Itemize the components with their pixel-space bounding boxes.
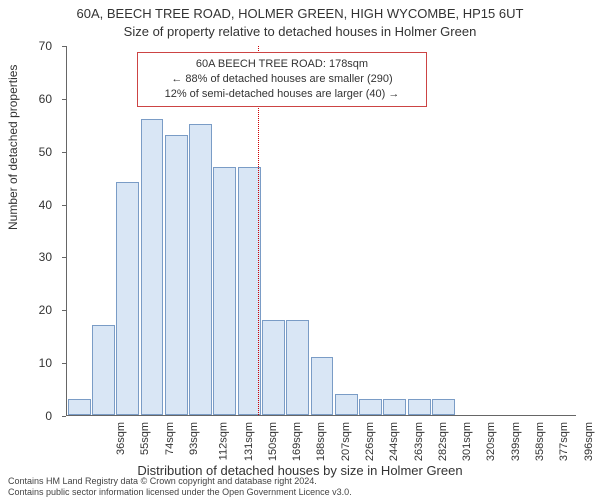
x-tick-label: 282sqm: [437, 422, 449, 461]
x-tick-label: 358sqm: [534, 422, 546, 461]
y-tick-label: 0: [0, 409, 60, 423]
histogram-bar: [92, 325, 115, 415]
annotation-line2: ← 88% of detached houses are smaller (29…: [146, 72, 418, 87]
histogram-bar: [141, 119, 164, 415]
y-tick-label: 40: [0, 198, 60, 212]
annotation-box: 60A BEECH TREE ROAD: 178sqm ← 88% of det…: [137, 52, 427, 107]
footer-attribution: Contains HM Land Registry data © Crown c…: [8, 476, 352, 498]
histogram-bar: [68, 399, 91, 415]
x-tick-label: 226sqm: [364, 422, 376, 461]
x-tick-label: 377sqm: [558, 422, 570, 461]
x-tick-label: 207sqm: [340, 422, 352, 461]
x-tick-label: 169sqm: [291, 422, 303, 461]
x-tick-label: 112sqm: [218, 422, 230, 460]
x-tick-label: 301sqm: [461, 422, 473, 461]
histogram-bar: [408, 399, 431, 415]
histogram-bar: [116, 182, 139, 415]
y-tick-label: 70: [0, 39, 60, 53]
x-tick-label: 36sqm: [115, 422, 127, 455]
x-tick-label: 339sqm: [510, 422, 522, 461]
x-tick-label: 55sqm: [139, 422, 151, 455]
histogram-bar: [359, 399, 382, 415]
histogram-bar: [262, 320, 285, 415]
histogram-bar: [383, 399, 406, 415]
x-tick-label: 263sqm: [413, 422, 425, 461]
x-tick-label: 244sqm: [388, 422, 400, 461]
x-tick-label: 320sqm: [486, 422, 498, 461]
x-tick-label: 93sqm: [188, 422, 200, 455]
histogram-bar: [286, 320, 309, 415]
histogram-bar: [189, 124, 212, 415]
chart-title-line1: 60A, BEECH TREE ROAD, HOLMER GREEN, HIGH…: [0, 6, 600, 21]
y-tick-mark: [62, 416, 66, 417]
x-tick-label: 396sqm: [583, 422, 595, 461]
histogram-bar: [165, 135, 188, 415]
chart-title-line2: Size of property relative to detached ho…: [0, 24, 600, 39]
y-tick-label: 20: [0, 303, 60, 317]
y-tick-label: 50: [0, 145, 60, 159]
histogram-bar: [432, 399, 455, 415]
footer-line1: Contains HM Land Registry data © Crown c…: [8, 476, 352, 487]
x-tick-label: 150sqm: [267, 422, 279, 461]
y-tick-label: 60: [0, 92, 60, 106]
x-tick-label: 74sqm: [164, 422, 176, 455]
histogram-bar: [311, 357, 334, 415]
footer-line2: Contains public sector information licen…: [8, 487, 352, 498]
annotation-line3: 12% of semi-detached houses are larger (…: [146, 87, 418, 102]
histogram-bar: [335, 394, 358, 415]
annotation-line1: 60A BEECH TREE ROAD: 178sqm: [146, 57, 418, 72]
histogram-bar: [213, 167, 236, 415]
x-tick-label: 188sqm: [316, 422, 328, 461]
plot-area: 60A BEECH TREE ROAD: 178sqm ← 88% of det…: [66, 46, 576, 416]
y-tick-label: 10: [0, 356, 60, 370]
x-tick-label: 131sqm: [243, 422, 255, 461]
y-tick-label: 30: [0, 250, 60, 264]
